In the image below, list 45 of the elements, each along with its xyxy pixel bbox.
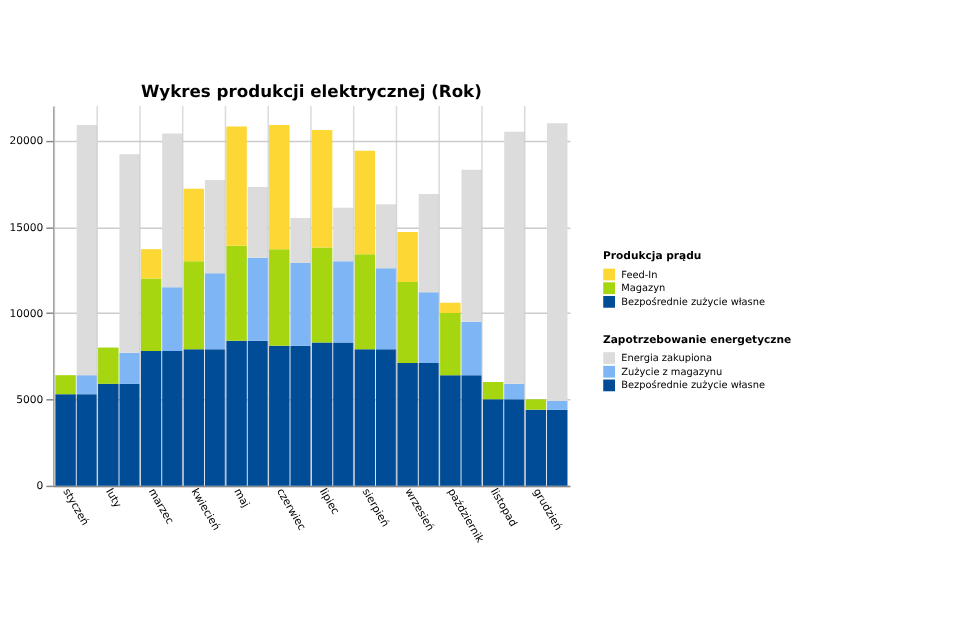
bar bbox=[162, 287, 183, 352]
bar bbox=[226, 126, 247, 246]
bar bbox=[247, 187, 269, 258]
bar bbox=[397, 281, 418, 364]
bar bbox=[183, 188, 205, 262]
bar bbox=[98, 347, 119, 384]
bar bbox=[461, 169, 482, 322]
bar bbox=[397, 231, 418, 282]
bar bbox=[269, 249, 290, 346]
bar bbox=[55, 375, 76, 395]
bar bbox=[546, 123, 568, 402]
bar bbox=[504, 383, 525, 400]
bar bbox=[504, 131, 525, 384]
bar bbox=[140, 278, 162, 352]
bar bbox=[247, 257, 269, 341]
bar bbox=[333, 207, 354, 262]
bar bbox=[290, 262, 311, 346]
bar bbox=[546, 401, 568, 410]
bar bbox=[375, 268, 397, 350]
bar bbox=[290, 218, 311, 263]
bar bbox=[140, 249, 162, 279]
bar bbox=[375, 204, 397, 269]
bar bbox=[440, 302, 461, 314]
bar bbox=[525, 399, 547, 410]
bar bbox=[418, 193, 440, 293]
bar bbox=[418, 292, 440, 364]
bar bbox=[269, 124, 290, 250]
bar bbox=[226, 245, 247, 341]
bar bbox=[354, 254, 376, 350]
bar bbox=[204, 180, 226, 274]
bar bbox=[311, 130, 333, 248]
bar bbox=[162, 133, 183, 288]
bar bbox=[119, 154, 140, 353]
bar bbox=[311, 247, 333, 343]
bar bbox=[461, 321, 482, 376]
bar bbox=[333, 261, 354, 343]
bar bbox=[183, 261, 205, 350]
bar bbox=[76, 375, 98, 395]
bar bbox=[119, 352, 140, 384]
chart-title: Wykres produkcji elektrycznej (Rok) bbox=[140, 80, 483, 101]
bar bbox=[354, 150, 376, 255]
bar bbox=[482, 382, 504, 400]
bar bbox=[440, 313, 461, 376]
bar bbox=[76, 124, 98, 376]
bar bbox=[204, 273, 226, 350]
